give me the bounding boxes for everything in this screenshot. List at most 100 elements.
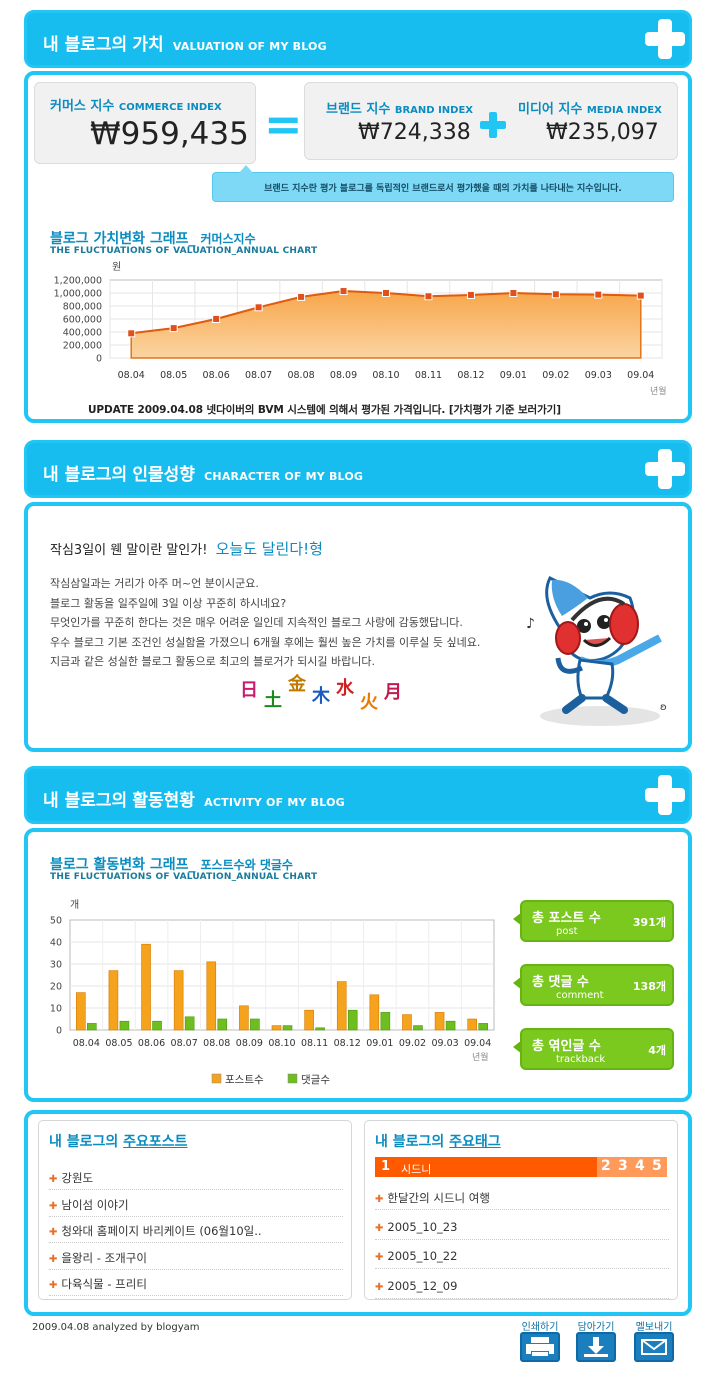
x-tick-label: 08.04 [118,370,145,381]
x-tick-label: 08.09 [236,1038,263,1049]
character-type: 오늘도 달린다!형 [215,540,323,558]
post-list-item[interactable]: ✚ 강원도 [49,1163,343,1190]
x-tick-label: 08.06 [203,370,230,381]
tag-rank-tab[interactable]: 5 [652,1158,662,1174]
data-point [509,289,518,297]
post-bar [173,970,184,1031]
activity-graph-subtitle: THE FLUCTUATIONS OF VALUATION_ANNUAL CHA… [50,872,318,882]
comment-bar [380,1012,391,1031]
data-point [254,303,263,312]
post-bar [304,1009,314,1031]
post-bar [369,994,380,1031]
post-list-item[interactable]: ✚ 남이섬 이야기 [49,1190,343,1217]
x-tick-label: 09.02 [399,1038,426,1049]
character-description-line: 무엇인가를 꾸준히 한다는 것은 매우 어려운 일인데 지속적인 블로그 사랑에… [50,616,463,629]
band-highlight: 가치 [132,35,164,55]
data-point [127,329,136,338]
tag-list-item[interactable]: ✚ 2005_12_09 [375,1272,669,1299]
commerce-index-box [34,82,256,164]
post-bar [434,1012,445,1031]
x-tick-label: 08.05 [105,1038,132,1049]
x-axis-label: 년월 [650,385,667,397]
x-tick-label: 08.11 [415,370,442,381]
x-tick-label: 08.08 [287,370,314,381]
post-bar [271,1025,282,1031]
data-point [169,324,178,333]
y-tick-label: 800,000 [63,302,102,313]
expand-plus-icon[interactable] [643,447,687,491]
character-description-line: 작심삼일과는 거리가 아주 머~언 분이시군요. [50,577,259,590]
tag-post-title: 2005_10_22 [387,1249,458,1263]
tag-rank-active[interactable]: 1 [381,1159,391,1174]
send-mail-button[interactable]: 멜보내기 [632,1318,676,1364]
y-tick-label: 0 [96,354,102,365]
weekday-stamp: 水 [336,678,354,699]
tag-active-name[interactable]: 시드니 [401,1163,432,1176]
mail-label: 멜보내기 [635,1322,673,1333]
x-tick-label: 09.02 [542,370,569,381]
tag-rank-tab[interactable]: 4 [635,1158,645,1174]
y-tick-label: 10 [50,1004,62,1015]
post-list-item[interactable]: ✚ 을왕리 - 조개구이 [49,1243,343,1270]
tag-list-item[interactable]: ✚ 2005_10_23 [375,1213,669,1240]
x-tick-label: 08.06 [138,1038,165,1049]
data-point [636,291,645,300]
x-tick-label: 08.05 [160,370,187,381]
save-label: 담아가기 [577,1322,615,1333]
x-tick-label: 08.12 [334,1038,361,1049]
band-english: CHARACTER OF MY BLOG [204,470,364,483]
post-bar [239,1005,249,1031]
x-tick-label: 09.03 [431,1038,458,1049]
comment-bar [119,1020,130,1031]
legend-label: 포스트수 [225,1074,264,1086]
main-posts-title: 내 블로그의 주요포스트 [49,1134,188,1150]
tag-rank-tab[interactable]: 2 [601,1158,611,1174]
band-prefix: 내 블로그의 [43,35,128,55]
plus-sign-icon [480,112,506,138]
legend-swatch [287,1073,298,1084]
band-prefix: 내 블로그의 [43,791,128,811]
bullet-icon: ✚ [49,1200,58,1212]
x-tick-label: 09.01 [366,1038,393,1049]
post-list-item[interactable]: ✚ 청와대 홈페이지 바리케이트 (06월10일.. [49,1216,343,1243]
post-title: 다육식물 - 프리티 [61,1277,147,1291]
post-title: 청와대 홈페이지 바리케이트 (06월10일.. [61,1224,262,1238]
data-point [551,290,560,299]
y-tick-label: 1,200,000 [54,276,102,287]
y-tick-label: 20 [50,982,62,993]
stat-value: 391개 [632,916,666,929]
tag-rank-tab[interactable]: 3 [618,1158,628,1174]
x-tick-label: 08.10 [372,370,399,381]
weekday-stamp: 木 [312,686,330,707]
data-point [382,289,390,297]
activity-header-title: 내 블로그의 활동현황 ACTIVITY OF MY BLOG [43,786,345,811]
print-button[interactable]: 인쇄하기 [518,1318,562,1364]
y-tick-label: 600,000 [63,315,102,326]
x-tick-label: 09.04 [627,370,654,381]
main-tags-title: 내 블로그의 주요태그 [375,1134,501,1150]
post-bar [108,970,119,1031]
legend-swatch [211,1073,222,1084]
tag-post-title: 한달간의 시드니 여행 [387,1191,490,1205]
x-tick-label: 08.08 [203,1038,230,1049]
envelope-icon [634,1332,674,1362]
stat-label: 총 엮인글 수 [532,1039,601,1054]
y-axis-label: 개 [70,899,79,911]
character-description-line: 블로그 활동을 일주일에 3일 이상 꾸준히 하시네요? [50,596,287,610]
valuation-criteria-link[interactable]: [가치평가 기준 보러가기] [448,404,561,416]
tag-list-item[interactable]: ✚ 한달간의 시드니 여행 [375,1183,669,1210]
x-tick-label: 08.10 [268,1038,295,1049]
data-point [212,315,221,323]
tag-list-item[interactable]: ✚ 2005_10_22 [375,1242,669,1269]
tag-post-title: 2005_10_23 [387,1219,458,1234]
expand-plus-icon[interactable] [643,17,687,61]
comment-bar [347,1009,358,1031]
svg-text:♪: ♪ [526,616,535,632]
weekday-stamp: 火 [360,692,378,713]
save-button[interactable]: 담아가기 [574,1318,618,1364]
character-header-title: 내 블로그의 인물성향 CHARACTER OF MY BLOG [43,460,363,485]
post-list-item[interactable]: ✚ 다육식물 - 프리티 [49,1269,343,1296]
stat-sub: comment [556,990,604,1001]
expand-plus-icon[interactable] [643,773,687,817]
y-tick-label: 30 [50,960,62,971]
